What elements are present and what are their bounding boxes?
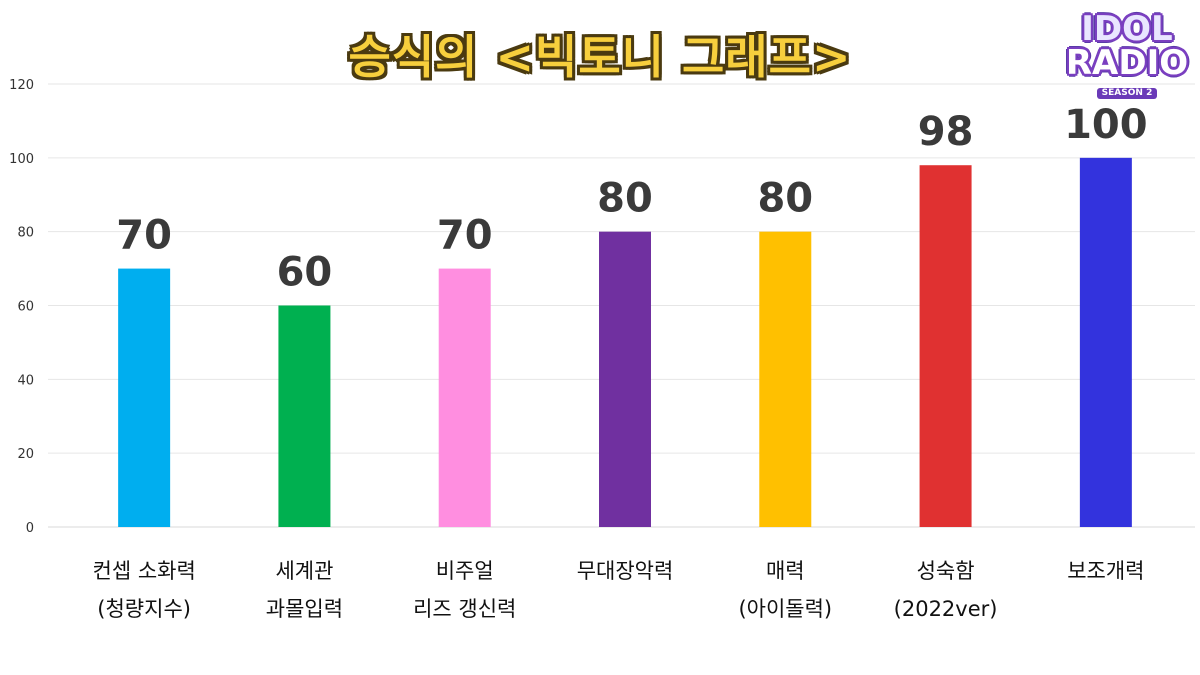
- logo-line-idol: IDOL: [1081, 9, 1173, 49]
- y-tick-label: 100: [9, 152, 34, 167]
- y-tick-label: 60: [17, 300, 34, 315]
- data-label: 80: [757, 176, 813, 222]
- x-tick-label: 컨셉 소화력: [93, 559, 196, 583]
- x-tick-label: 매력: [766, 559, 805, 583]
- chart-title: 승식의 <빅토니 그래프>: [348, 30, 852, 84]
- bar: [919, 165, 972, 527]
- x-tick-label: (청량지수): [97, 597, 191, 621]
- logo-line-season: SEASON 2: [1096, 88, 1158, 99]
- bar: [759, 231, 812, 527]
- bar: [599, 231, 651, 527]
- data-label: 98: [918, 109, 974, 155]
- x-tick-label: 과몰입력: [266, 597, 343, 621]
- logo-line-radio: RADIO: [1065, 43, 1189, 83]
- idol-radio-logo: IDOL RADIO SEASON 2: [1062, 9, 1192, 99]
- data-label: 100: [1064, 102, 1148, 148]
- x-tick-label: (2022ver): [894, 597, 998, 621]
- data-label: 80: [597, 176, 653, 222]
- x-tick-label: 비주얼: [436, 559, 494, 583]
- x-tick-label: 세계관: [275, 559, 333, 583]
- y-tick-label: 0: [26, 521, 34, 536]
- y-tick-label: 40: [17, 373, 34, 388]
- x-tick-label: 보조개력: [1067, 559, 1144, 583]
- y-tick-label: 80: [17, 226, 34, 241]
- x-tick-label: (아이돌력): [738, 597, 832, 621]
- bar: [438, 268, 491, 527]
- data-label: 70: [116, 213, 172, 259]
- bar: [118, 268, 171, 527]
- x-tick-label: 무대장악력: [577, 559, 674, 583]
- bar: [1079, 157, 1132, 528]
- x-tick-label: 리즈 갱신력: [413, 597, 516, 621]
- bar: [278, 305, 331, 527]
- y-tick-label: 20: [17, 447, 34, 462]
- y-tick-label: 120: [9, 78, 34, 93]
- data-label: 70: [437, 213, 493, 259]
- data-label: 60: [277, 250, 333, 296]
- x-tick-label: 성숙함: [917, 559, 975, 583]
